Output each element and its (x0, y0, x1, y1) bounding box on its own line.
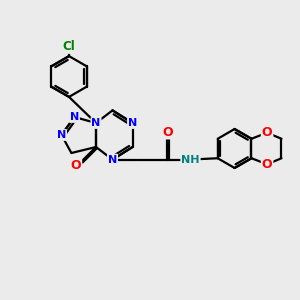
Text: Cl: Cl (63, 40, 75, 53)
Text: O: O (262, 158, 272, 171)
Text: N: N (128, 118, 137, 128)
Text: N: N (70, 112, 79, 122)
Text: N: N (108, 154, 117, 165)
Text: O: O (262, 126, 272, 139)
Text: N: N (57, 130, 66, 140)
Text: O: O (162, 125, 173, 139)
Text: N: N (92, 118, 100, 128)
Text: O: O (70, 159, 81, 172)
Text: NH: NH (181, 154, 200, 165)
